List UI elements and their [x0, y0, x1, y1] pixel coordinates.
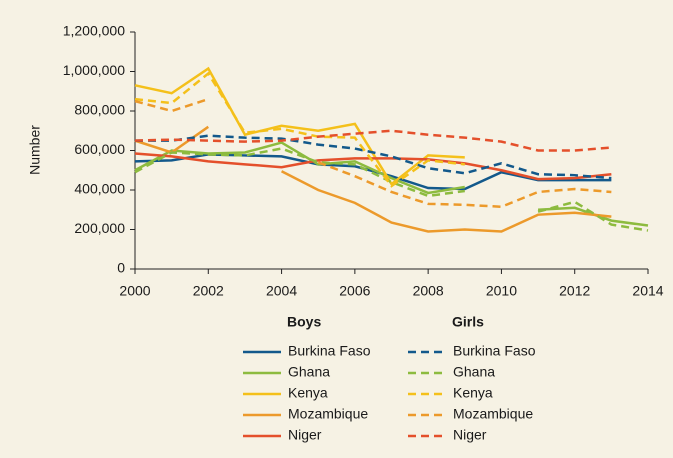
- legend-label: Mozambique: [453, 406, 533, 422]
- legend-group-title: Girls: [452, 314, 484, 330]
- y-axis-label: Number: [27, 125, 43, 175]
- y-tick-label: 600,000: [74, 141, 125, 157]
- y-tick-label: 800,000: [74, 102, 125, 118]
- series-line: [134, 152, 612, 181]
- x-tick-label: 2012: [559, 283, 590, 299]
- series-line: [134, 129, 612, 152]
- y-tick-label: 1,000,000: [63, 62, 125, 78]
- y-tick-label: 0: [117, 260, 125, 276]
- legend-label: Niger: [453, 427, 487, 443]
- legend-label: Mozambique: [288, 406, 368, 422]
- y-tick-label: 1,200,000: [63, 23, 125, 39]
- legend-label: Kenya: [453, 385, 493, 401]
- x-tick-label: 2014: [632, 283, 663, 299]
- series-line: [134, 147, 649, 232]
- legend-group-title: Boys: [287, 314, 321, 330]
- series-line: [134, 71, 465, 188]
- series-line: [135, 134, 612, 180]
- legend-label: Ghana: [288, 364, 330, 380]
- legend-label: Ghana: [453, 364, 495, 380]
- series-line: [134, 66, 465, 186]
- legend-label: Niger: [288, 427, 322, 443]
- legend-label: Kenya: [288, 385, 328, 401]
- x-tick-label: 2004: [266, 283, 297, 299]
- y-tick-label: 400,000: [74, 181, 125, 197]
- x-tick-label: 2000: [119, 283, 150, 299]
- series-line: [134, 97, 612, 209]
- x-tick-label: 2010: [486, 283, 517, 299]
- legend-label: Burkina Faso: [453, 343, 536, 359]
- legend-label: Burkina Faso: [288, 343, 371, 359]
- y-tick-label: 200,000: [74, 220, 125, 236]
- x-tick-label: 2002: [193, 283, 224, 299]
- x-tick-label: 2008: [413, 283, 444, 299]
- x-tick-label: 2006: [339, 283, 370, 299]
